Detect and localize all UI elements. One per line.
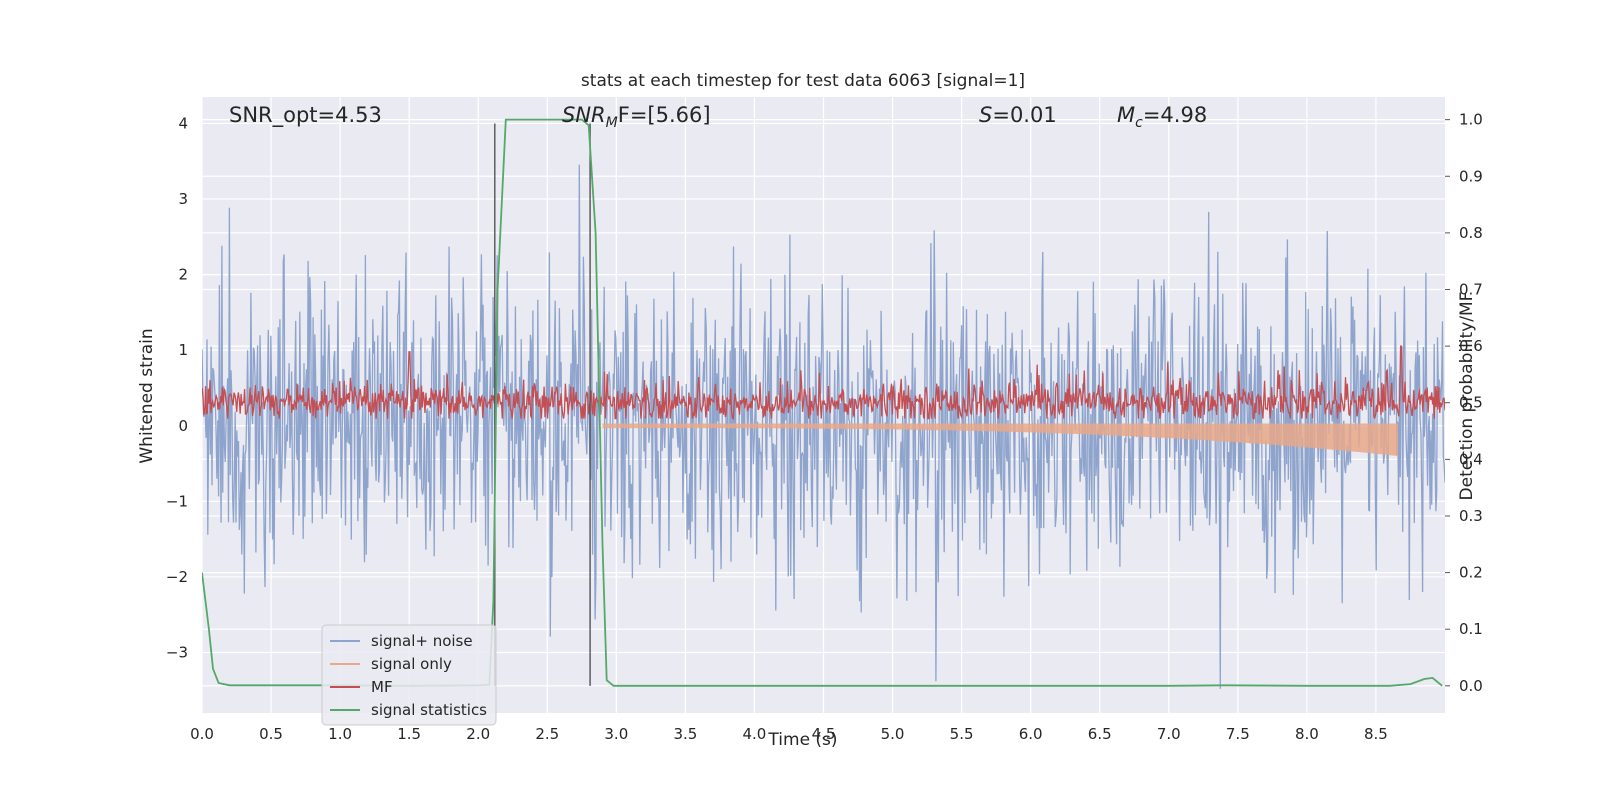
y-left-tick-label: −2 — [166, 568, 188, 586]
x-tick-label: 0.0 — [190, 725, 214, 743]
y-left-tick-label: 3 — [178, 190, 188, 208]
y-right-tick-label: 0.6 — [1459, 337, 1483, 355]
series-mf — [202, 345, 1445, 421]
series-layer — [202, 118, 1445, 689]
y-right-axis-label: Detection probability/MF — [1457, 292, 1477, 501]
chart-title: stats at each timestep for test data 606… — [581, 71, 1025, 91]
x-tick-label: 5.5 — [950, 725, 974, 743]
x-tick-label: 8.5 — [1364, 725, 1388, 743]
annotation-s: S=0.01 — [979, 103, 1057, 127]
y-left-tick-label: 2 — [178, 266, 188, 284]
y-right-tick-label: 0.9 — [1459, 167, 1483, 185]
x-tick-label: 0.5 — [259, 725, 283, 743]
x-tick-label: 1.5 — [397, 725, 421, 743]
x-tick-label: 7.0 — [1157, 725, 1181, 743]
y-right-tick-label: 0.8 — [1459, 224, 1483, 242]
x-tick-label: 1.0 — [328, 725, 352, 743]
legend-label-signal-plus-noise: signal+ noise — [371, 632, 473, 650]
y-right-tick-label: 0.5 — [1459, 394, 1483, 412]
annotation-snr-opt: SNR_opt=4.53 — [229, 103, 382, 128]
y-left-tick-label: −1 — [166, 492, 188, 510]
y-left-axis-label: Whitened strain — [137, 328, 157, 463]
x-tick-label: 6.5 — [1088, 725, 1112, 743]
y-right-axis-ticks: 1.0 0.9 0.8 0.7 0.6 0.5 0.4 0.3 0.2 0.1 0.0 — [1445, 111, 1483, 695]
x-tick-label: 6.0 — [1019, 725, 1043, 743]
x-axis-label: Time (s) — [767, 730, 837, 750]
x-tick-label: 8.0 — [1295, 725, 1319, 743]
y-right-tick-label: 0.0 — [1459, 677, 1483, 695]
legend-label-signal-statistics: signal statistics — [371, 701, 487, 719]
y-right-tick-label: 1.0 — [1459, 111, 1483, 129]
y-right-tick-label: 0.3 — [1459, 507, 1483, 525]
y-left-tick-label: 0 — [178, 417, 188, 435]
y-left-tick-label: 4 — [178, 114, 188, 132]
x-axis-ticks: 0.0 0.5 1.0 1.5 2.0 2.5 3.0 3.5 4.0 4.5 5.0 5.5 6.0 6… — [190, 725, 1388, 743]
y-left-tick-label: −3 — [166, 644, 188, 662]
y-right-tick-label: 0.2 — [1459, 564, 1483, 582]
annotation-snr-mf: SNRMF=[5.66] — [562, 103, 711, 131]
x-tick-label: 4.5 — [812, 725, 836, 743]
annotation-mc: Mc=4.98 — [1117, 103, 1207, 131]
y-right-tick-label: 0.4 — [1459, 450, 1483, 468]
legend-label-mf: MF — [371, 678, 393, 696]
series-signal-only — [602, 423, 1398, 456]
series-signal-statistics — [202, 118, 1443, 687]
x-tick-label: 5.0 — [881, 725, 905, 743]
x-tick-label: 3.5 — [673, 725, 697, 743]
y-right-tick-label: 0.7 — [1459, 281, 1483, 299]
x-tick-label: 2.0 — [466, 725, 490, 743]
x-tick-label: 2.5 — [535, 725, 559, 743]
legend: signal+ noise signal only MF signal stat… — [321, 624, 497, 726]
x-tick-label: 4.0 — [743, 725, 767, 743]
y-left-axis-ticks: 4 3 2 1 0 −1 −2 −3 — [166, 114, 188, 661]
legend-label-signal-only: signal only — [371, 655, 452, 673]
legend-box — [321, 624, 497, 726]
y-right-tick-label: 0.1 — [1459, 620, 1483, 638]
x-tick-label: 3.0 — [604, 725, 628, 743]
series-signal-plus-noise — [202, 164, 1445, 689]
x-tick-label: 7.5 — [1226, 725, 1250, 743]
y-left-tick-label: 1 — [178, 341, 188, 359]
